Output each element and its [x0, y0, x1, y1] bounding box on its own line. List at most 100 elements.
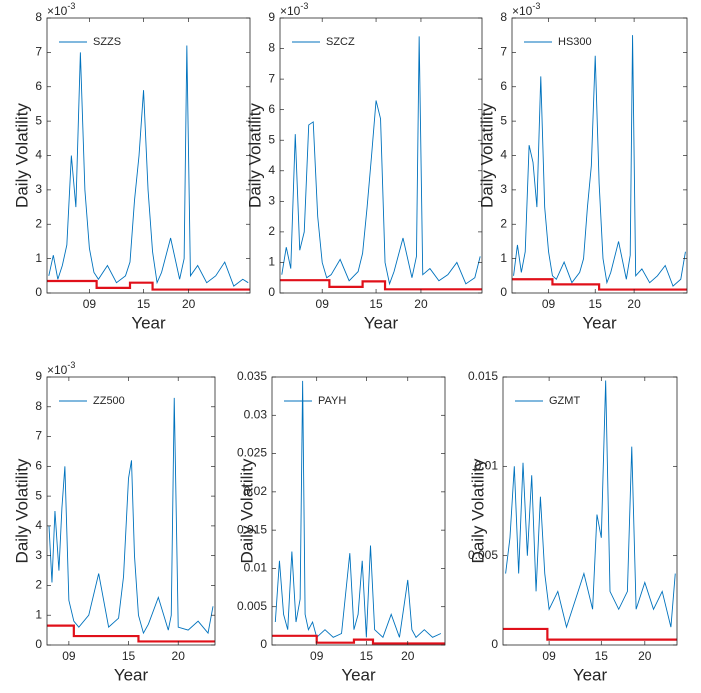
x-tick-label: 15: [369, 297, 383, 311]
y-tick-label: 0: [260, 637, 267, 651]
volatility-line: [513, 35, 686, 287]
y-tick-label: 0.025: [237, 446, 267, 460]
y-scale-exponent: -3: [532, 1, 540, 11]
y-axis-label: Daily Volatility: [12, 103, 31, 208]
y-tick-label: 5: [268, 132, 275, 146]
y-tick-label: 7: [35, 45, 42, 59]
legend-label: SZZS: [93, 36, 121, 48]
y-scale-base: ×10: [512, 4, 533, 18]
y-tick-label: 0.03: [244, 407, 268, 421]
y-scale-label: ×10-3: [280, 1, 308, 18]
y-tick-label: 8: [268, 41, 275, 55]
y-tick-label: 4: [35, 148, 42, 162]
mean-step-line: [47, 624, 215, 643]
volatility-line: [505, 380, 676, 629]
legend-label: SZCZ: [326, 36, 355, 48]
plot-area: [47, 377, 215, 645]
x-tick-label: 20: [172, 649, 186, 663]
axes-box: [279, 17, 483, 294]
y-tick-label: 0: [35, 637, 42, 651]
y-scale-exponent: -3: [67, 1, 75, 11]
y-tick-label: 0: [491, 637, 498, 651]
x-tick-label: 20: [638, 649, 652, 663]
y-tick-label: 7: [500, 45, 507, 59]
y-axis-label: Daily Volatility: [245, 103, 264, 208]
y-tick-label: 0: [35, 285, 42, 299]
x-tick-label: 15: [122, 649, 136, 663]
y-axis-label: Daily Volatility: [12, 458, 31, 563]
x-tick-label: 09: [316, 297, 330, 311]
y-tick-label: 2: [268, 224, 275, 238]
y-tick-label: 6: [268, 102, 275, 116]
y-axis-label: Daily Volatility: [237, 458, 256, 563]
x-axis-label: Year: [364, 313, 399, 332]
x-tick-label: 09: [542, 297, 556, 311]
y-scale-label: ×10-3: [47, 360, 75, 377]
y-scale-base: ×10: [47, 363, 68, 377]
axes-box: [511, 17, 688, 294]
y-tick-label: 6: [35, 79, 42, 93]
y-tick-label: 0.035: [237, 369, 267, 383]
x-axis-label: Year: [114, 665, 149, 684]
y-tick-label: 2: [35, 578, 42, 592]
subplot: 0 0.005 0.01 0.015 0.02 0.025 0.03 0.035 09 15 20 Y…: [237, 369, 446, 684]
y-tick-label: 6: [500, 79, 507, 93]
x-tick-label: 15: [589, 297, 603, 311]
plot-area: [503, 377, 677, 645]
y-tick-label: 3: [35, 182, 42, 196]
y-tick-label: 7: [268, 71, 275, 85]
y-tick-label: 0: [500, 285, 507, 299]
y-tick-label: 8: [500, 10, 507, 24]
y-tick-label: 6: [35, 459, 42, 473]
subplot: 0 1 2 3 4 5 6 7 8 09 15 20 Year Daily Volatility ×10-3…: [477, 1, 688, 332]
subplot: 0 1 2 3 4 5 6 7 8 09 15 20 Year Daily Volatility ×10-3…: [12, 1, 251, 332]
y-tick-label: 3: [35, 548, 42, 562]
y-tick-label: 0.01: [244, 561, 268, 575]
subplot: 0 1 2 3 4 5 6 7 8 9 09 15 20 Year Daily Volatility ×10-…: [245, 1, 483, 332]
legend-label: HS300: [558, 36, 592, 48]
x-axis-label: Year: [341, 665, 376, 684]
y-tick-label: 0.005: [237, 599, 267, 613]
x-tick-label: 20: [401, 649, 415, 663]
legend-label: PAYH: [318, 395, 346, 407]
volatility-line: [281, 36, 481, 286]
y-tick-label: 8: [35, 10, 42, 24]
y-tick-label: 9: [268, 10, 275, 24]
y-tick-label: 0.005: [468, 548, 498, 562]
mean-step-line: [280, 279, 482, 291]
y-tick-label: 4: [35, 518, 42, 532]
axes-box: [46, 17, 251, 294]
subplot: 0 1 2 3 4 5 6 7 8 9 09 15 20 Year Daily Volatility ×10-…: [12, 360, 216, 684]
x-axis-label: Year: [131, 313, 166, 332]
y-scale-base: ×10: [47, 4, 68, 18]
axes-box: [502, 376, 678, 646]
x-tick-label: 09: [83, 297, 97, 311]
mean-step-line: [47, 279, 250, 291]
y-tick-label: 1: [268, 255, 275, 269]
y-tick-label: 5: [35, 488, 42, 502]
x-tick-label: 20: [627, 297, 641, 311]
mean-step-line: [512, 278, 687, 291]
y-tick-label: 0.015: [468, 369, 498, 383]
y-tick-label: 0: [268, 285, 275, 299]
y-scale-base: ×10: [280, 4, 301, 18]
legend-label: ZZ500: [93, 395, 125, 407]
x-axis-label: Year: [573, 665, 608, 684]
x-tick-label: 09: [542, 649, 556, 663]
y-tick-label: 2: [500, 216, 507, 230]
legend-label: GZMT: [549, 395, 580, 407]
subplot: 0 0.005 0.01 0.015 09 15 20 Year Daily Volatilit…: [468, 369, 678, 684]
mean-step-line: [503, 627, 677, 641]
y-tick-label: 3: [500, 182, 507, 196]
x-tick-label: 09: [310, 649, 324, 663]
volatility-line: [48, 397, 214, 635]
x-tick-label: 20: [414, 297, 428, 311]
volatility-line: [48, 45, 249, 287]
y-tick-label: 4: [500, 148, 507, 162]
y-tick-label: 8: [35, 399, 42, 413]
x-tick-label: 15: [137, 297, 151, 311]
axes-box: [271, 376, 446, 646]
x-tick-label: 15: [360, 649, 374, 663]
y-axis-label: Daily Volatility: [468, 458, 487, 563]
